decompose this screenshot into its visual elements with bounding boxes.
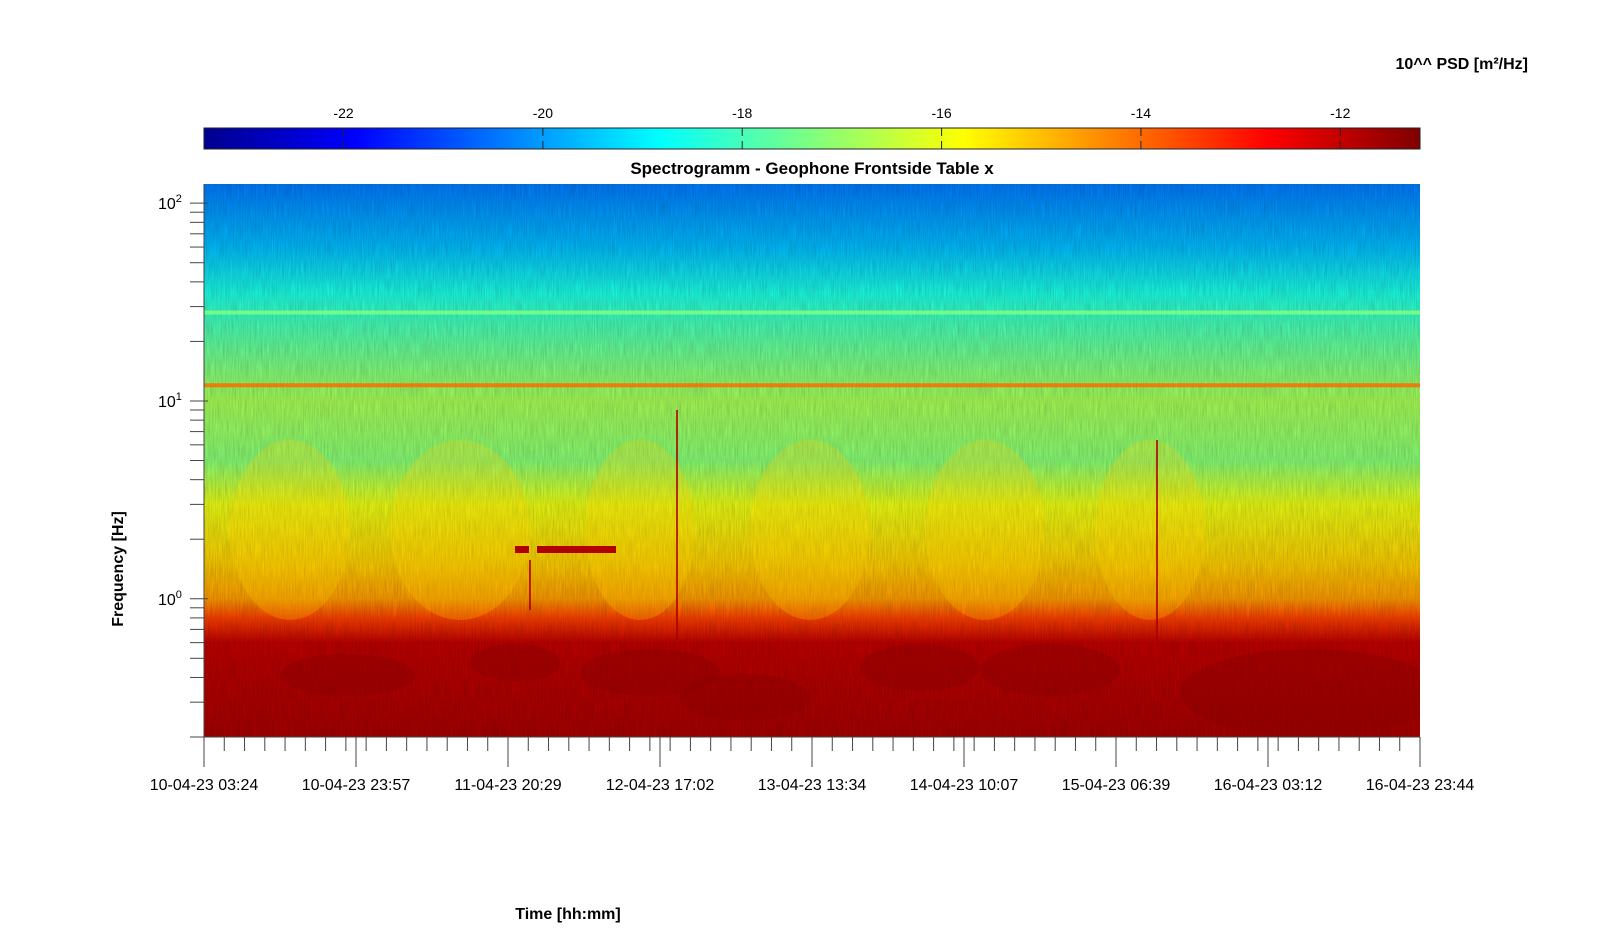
x-tick-label: 14-04-23 10:07 [910, 777, 1019, 794]
artifact-band [515, 546, 529, 553]
y-tick-label: 102 [158, 193, 182, 213]
x-tick-label: 12-04-23 17:02 [606, 777, 715, 794]
low-frequency-patch [1180, 649, 1420, 736]
y-tick-label: 101 [158, 391, 182, 411]
colorbar-tick-label: -18 [732, 105, 752, 121]
colorbar-tick-label: -14 [1131, 105, 1151, 121]
x-tick-label: 16-04-23 23:44 [1366, 777, 1475, 794]
x-tick-label: 10-04-23 23:57 [302, 777, 411, 794]
x-tick-label: 10-04-23 03:24 [150, 777, 259, 794]
spectrogram-texture [204, 184, 1420, 737]
low-frequency-patch [860, 644, 980, 691]
x-tick-label: 13-04-23 13:34 [758, 777, 867, 794]
activity-plume [750, 440, 870, 620]
y-tick-base: 10 [158, 394, 176, 411]
colorbar-tick-label: -16 [931, 105, 951, 121]
colorbar-tick-label: -20 [533, 105, 553, 121]
artifact-band [537, 546, 616, 553]
y-tick-exponent: 0 [176, 589, 182, 601]
low-frequency-patch [580, 649, 720, 696]
low-frequency-patch [280, 654, 415, 696]
activity-plume [230, 440, 350, 620]
colorbar-tick-label: -12 [1330, 105, 1350, 121]
activity-plume [585, 440, 695, 620]
x-tick-label: 11-04-23 20:29 [454, 777, 561, 794]
y-tick-exponent: 1 [176, 391, 182, 403]
colorbar-label: 10^^ PSD [m²/Hz] [1396, 56, 1528, 73]
activity-plume [925, 440, 1045, 620]
low-frequency-patch [980, 644, 1120, 696]
x-tick-label: 15-04-23 06:39 [1062, 777, 1171, 794]
low-frequency-patch [470, 644, 560, 681]
y-tick-base: 10 [158, 196, 176, 213]
y-tick-base: 10 [158, 592, 176, 609]
chart-title: Spectrogramm - Geophone Frontside Table … [630, 159, 994, 178]
activity-plume [1095, 440, 1205, 620]
tone-line [204, 383, 1420, 388]
tone-line [204, 310, 1420, 315]
spectrogram-plot-area [204, 184, 1420, 737]
y-axis-label: Frequency [Hz] [110, 511, 127, 627]
low-frequency-patch [680, 674, 810, 721]
x-axis-label: Time [hh:mm] [515, 906, 620, 923]
activity-plume [390, 440, 530, 620]
y-tick-exponent: 2 [176, 193, 182, 205]
colorbar-tick-label: -22 [333, 105, 353, 121]
y-tick-label: 100 [158, 589, 182, 609]
colorbar [203, 127, 1421, 150]
x-tick-label: 16-04-23 03:12 [1214, 777, 1323, 794]
